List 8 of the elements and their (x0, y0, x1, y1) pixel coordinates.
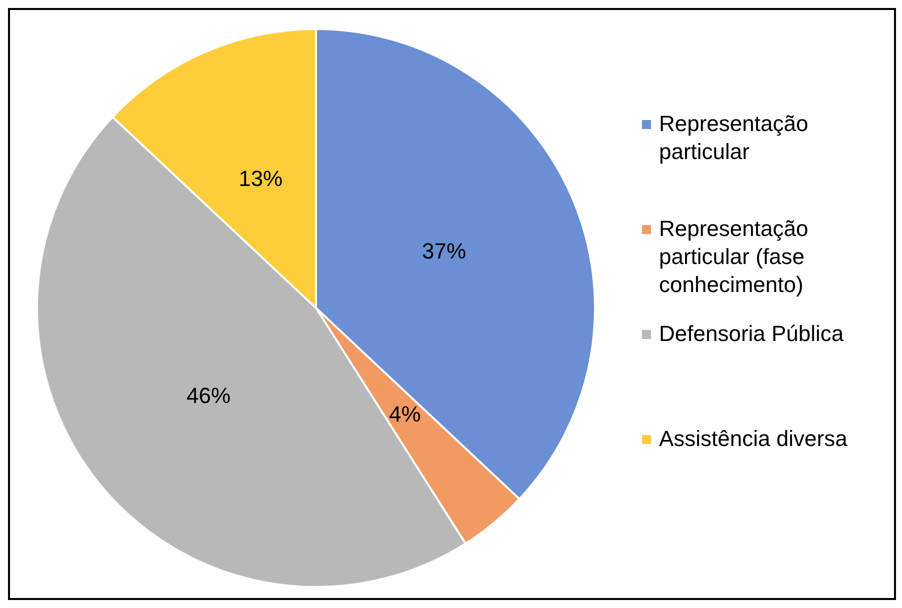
data-label: 13% (238, 166, 283, 192)
data-label: 37% (422, 238, 466, 264)
legend-label: Representação particular (659, 110, 810, 166)
data-label: 46% (186, 382, 231, 408)
legend-label: Representação particular (fase conhecimento) (659, 215, 810, 299)
data-label: 4% (389, 402, 421, 427)
legend-label: Defensoria Pública (659, 320, 844, 348)
legend-label: Assistência diversa (659, 425, 848, 453)
